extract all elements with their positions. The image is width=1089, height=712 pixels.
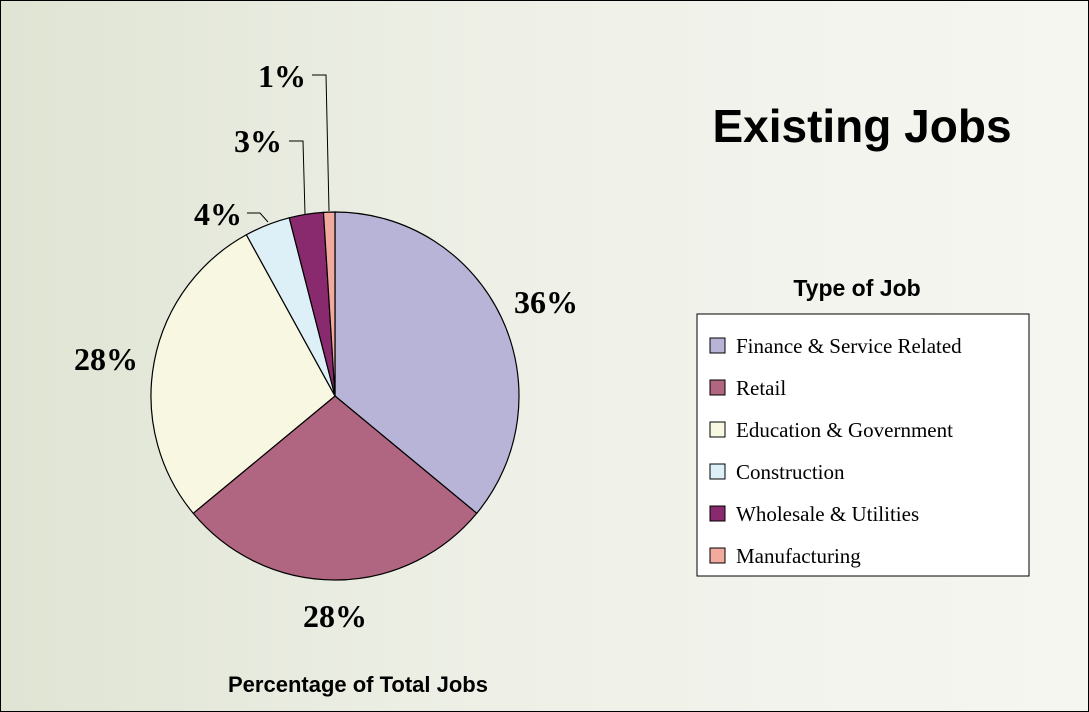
leader-line <box>247 212 269 223</box>
legend-label: Retail <box>736 376 786 400</box>
x-axis-label: Percentage of Total Jobs <box>228 672 488 697</box>
pie-slice <box>150 233 336 515</box>
legend-swatch <box>709 547 726 564</box>
leader-lines <box>247 74 330 223</box>
slice-label: 3% <box>234 123 282 159</box>
legend-swatch <box>709 463 726 480</box>
pie-slice <box>192 395 478 581</box>
legend-label: Wholesale & Utilities <box>736 502 919 526</box>
legend-label: Education & Government <box>736 418 953 442</box>
slice-label: 36% <box>514 284 578 320</box>
legend-swatch <box>709 505 726 522</box>
legend-swatch <box>709 421 726 438</box>
pie-slices <box>150 211 520 581</box>
legend-label: Finance & Service Related <box>736 334 962 358</box>
leader-line <box>312 74 330 212</box>
legend: Finance & Service Related Retail Education… <box>696 313 1030 577</box>
slice-label: 28% <box>74 341 138 377</box>
leader-line <box>289 140 306 215</box>
slice-labels: 36% 28% 28% 4% 3% 1% <box>74 58 578 634</box>
legend-items: Finance & Service Related Retail Education… <box>709 334 962 568</box>
pie-slice <box>322 211 336 397</box>
legend-box <box>696 313 1030 577</box>
legend-label: Manufacturing <box>736 544 861 568</box>
slice-label: 1% <box>258 58 306 94</box>
legend-swatch <box>709 379 726 396</box>
legend-swatch <box>709 337 726 354</box>
legend-title: Type of Job <box>793 275 920 301</box>
legend-label: Construction <box>736 460 845 484</box>
slice-label: 4% <box>194 196 242 232</box>
pie-slice <box>334 211 520 515</box>
slice-label: 28% <box>303 598 367 634</box>
chart-title: Existing Jobs <box>712 100 1011 152</box>
